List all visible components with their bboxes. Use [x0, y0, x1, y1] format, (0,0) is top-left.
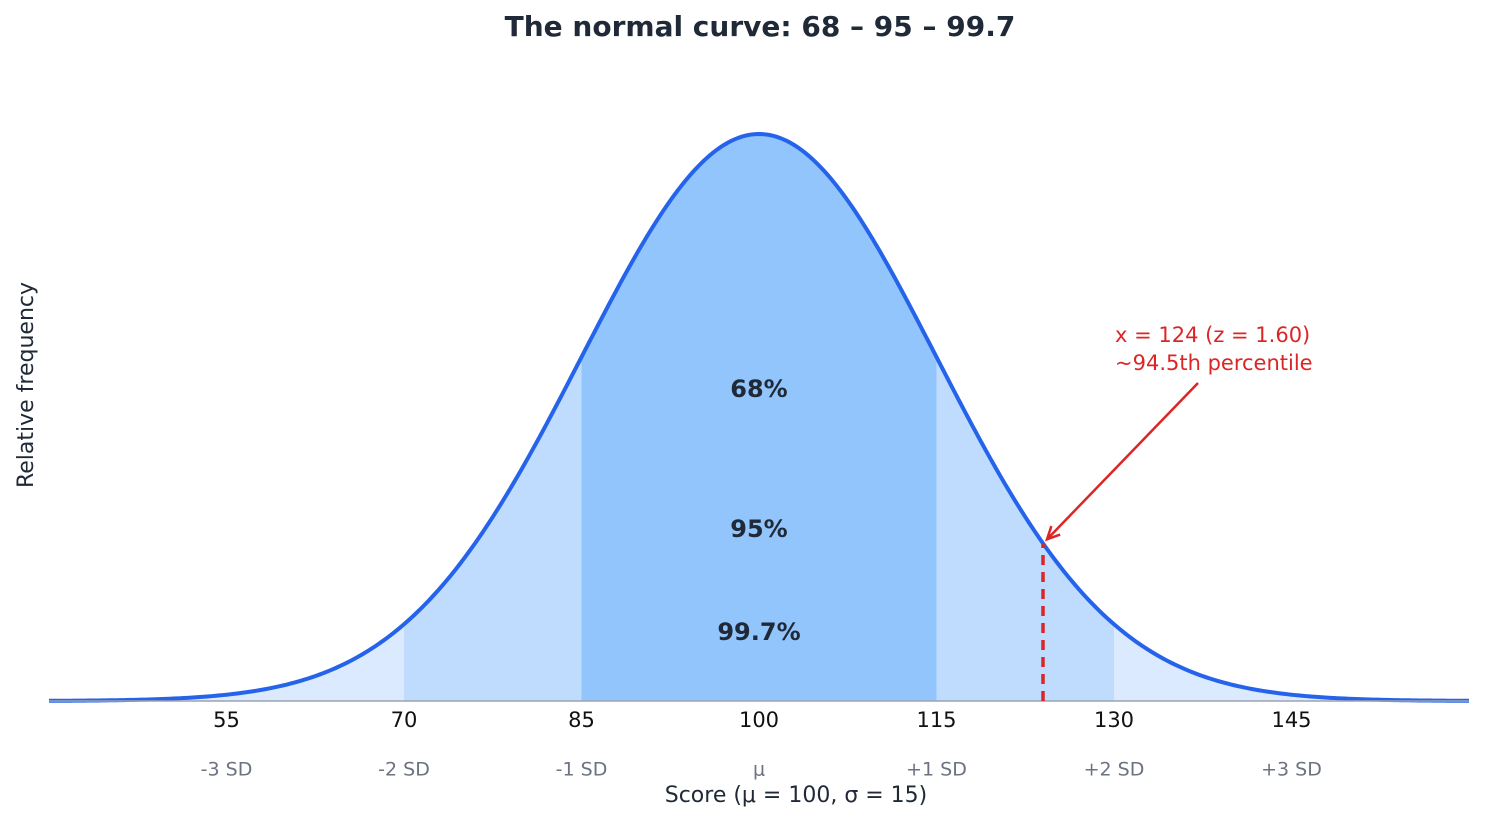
x-tick-sublabel: -3 SD — [201, 759, 253, 781]
y-axis-label: Relative frequency — [14, 282, 39, 488]
x-axis-label: Score (μ = 100, σ = 15) — [665, 783, 928, 808]
annotation: ~94.5th percentile — [1115, 351, 1313, 375]
x-tick-label: 70 — [391, 708, 418, 732]
annotation-arrow — [1046, 382, 1199, 541]
x-tick-sublabel: +1 SD — [906, 759, 967, 781]
band-label: 99.7% — [717, 618, 800, 646]
annotation-arrowhead — [1045, 525, 1061, 542]
x-tick-sublabel: -2 SD — [378, 759, 430, 781]
curve — [48, 131, 1470, 703]
x-tick-label: 55 — [213, 708, 240, 732]
annotation: x = 124 (z = 1.60) — [1115, 323, 1310, 347]
band-label: 95% — [730, 515, 787, 543]
x-tick-sublabel: -1 SD — [556, 759, 608, 781]
x-tick-label: 100 — [739, 708, 779, 732]
x-tick-sublabel: +2 SD — [1084, 759, 1145, 781]
chart-title: The normal curve: 68 – 95 – 99.7 — [505, 10, 1016, 43]
x-tick-sublabel: μ — [753, 759, 765, 781]
band — [581, 134, 937, 701]
x-tick-label: 115 — [916, 708, 956, 732]
band-label: 68% — [730, 375, 787, 403]
x-tick-label: 145 — [1271, 708, 1311, 732]
x-tick-label: 85 — [568, 708, 595, 732]
x-tick-label: 130 — [1094, 708, 1134, 732]
x-tick-sublabel: +3 SD — [1261, 759, 1322, 781]
